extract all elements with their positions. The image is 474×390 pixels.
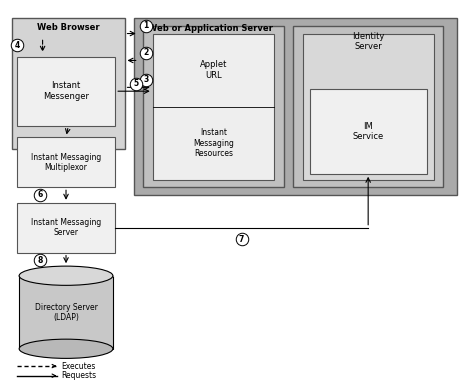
Bar [19,276,113,349]
Bar [17,57,115,126]
Text: Identity
Server: Identity Server [352,32,384,51]
Text: Instant
Messaging
Resources: Instant Messaging Resources [193,128,234,158]
Text: Requests: Requests [61,371,96,380]
Bar [143,26,284,187]
Text: Directory Server
(LDAP): Directory Server (LDAP) [35,303,98,322]
Text: Executes: Executes [61,362,96,370]
Text: IM
Service: IM Service [353,122,384,141]
Bar [153,34,274,180]
Text: Web Browser: Web Browser [37,23,100,32]
Bar [293,26,443,187]
Text: Applet
URL: Applet URL [200,60,227,80]
Ellipse shape [19,266,113,285]
Text: 3: 3 [143,75,148,84]
Bar [17,203,115,253]
Text: 2: 2 [143,48,148,57]
Ellipse shape [19,339,113,358]
Text: 1: 1 [143,21,148,30]
Text: 8: 8 [37,256,43,265]
Bar [12,18,125,149]
Text: 7: 7 [239,235,245,244]
Bar [310,89,427,174]
Bar [302,34,434,180]
Bar [134,18,457,195]
Bar [17,137,115,187]
Text: 4: 4 [14,41,19,50]
Text: Instant Messaging
Multiplexor: Instant Messaging Multiplexor [31,152,101,172]
Text: Instant
Messenger: Instant Messenger [43,82,89,101]
Text: Web or Application Server: Web or Application Server [148,24,273,33]
Text: 6: 6 [37,190,43,200]
Text: Instant Messaging
Server: Instant Messaging Server [31,218,101,238]
Text: 5: 5 [134,79,139,88]
